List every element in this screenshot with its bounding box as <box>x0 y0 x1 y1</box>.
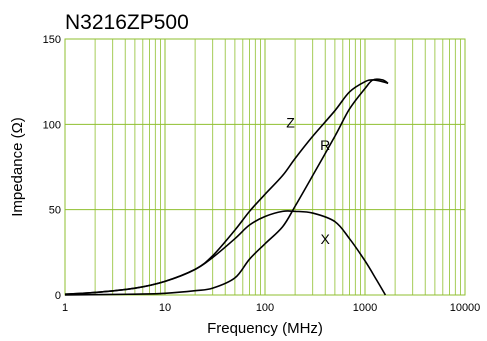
x-tick-label: 10000 <box>450 302 481 314</box>
x-tick-label: 1000 <box>353 302 377 314</box>
series-label-z: Z <box>286 115 295 131</box>
series-label-r: R <box>320 137 330 153</box>
grid <box>64 38 466 296</box>
series-lines <box>64 78 389 296</box>
x-axis-label: Frequency (MHz) <box>207 320 323 337</box>
x-tick-label: 100 <box>256 302 274 314</box>
y-tick-label: 150 <box>43 34 61 46</box>
chart-title: N3216ZP500 <box>65 11 189 34</box>
y-tick-label: 100 <box>43 119 61 131</box>
tick-labels: 1 10 100 1000 10000 0 50 100 150 <box>43 34 481 314</box>
x-tick-label: 1 <box>62 302 68 314</box>
series-line-z <box>64 79 389 295</box>
y-axis-label: Impedance (Ω) <box>9 117 26 217</box>
series-line-x <box>64 210 387 296</box>
y-tick-label: 50 <box>49 205 61 217</box>
series-label-x: X <box>321 231 331 247</box>
x-tick-label: 10 <box>159 302 171 314</box>
series-line-r <box>64 78 389 296</box>
series-labels: Z R X <box>286 115 330 247</box>
plot-frame <box>64 38 466 296</box>
y-tick-label: 0 <box>55 290 61 302</box>
